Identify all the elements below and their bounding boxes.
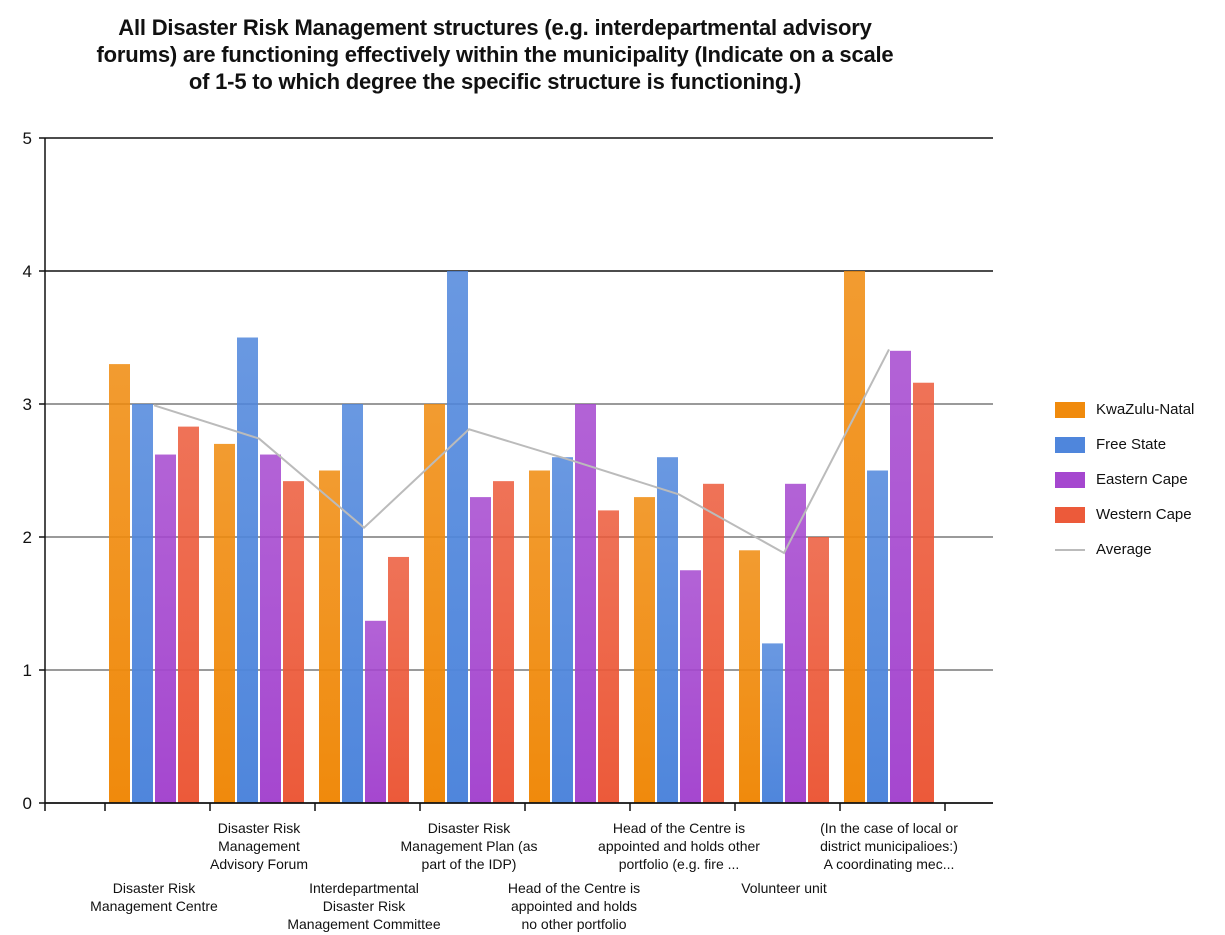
bar-kwazulu-natal-0 <box>109 364 130 803</box>
bar-western-cape-0 <box>178 426 199 803</box>
chart-title-line-1: All Disaster Risk Management structures … <box>118 15 872 40</box>
y-tick-label: 1 <box>23 661 32 680</box>
legend-label: KwaZulu-Natal <box>1096 401 1195 418</box>
bar-western-cape-2 <box>388 556 409 803</box>
bar-kwazulu-natal-3 <box>424 404 445 803</box>
x-category-label: A coordinating mec... <box>824 856 955 872</box>
x-category-label: portfolio (e.g. fire ... <box>619 856 740 872</box>
bar-eastern-cape-4 <box>575 404 596 803</box>
x-category-label: Disaster Risk <box>323 898 406 914</box>
legend-label: Eastern Cape <box>1096 471 1188 488</box>
x-category-label: Head of the Centre is <box>613 820 745 836</box>
bar-kwazulu-natal-6 <box>739 550 760 803</box>
x-category-label: Advisory Forum <box>210 856 308 872</box>
bar-free-state-7 <box>867 470 888 803</box>
chart-title-line-2: forums) are functioning effectively with… <box>96 42 894 67</box>
bar-free-state-1 <box>237 337 258 803</box>
bar-kwazulu-natal-5 <box>634 497 655 803</box>
bar-eastern-cape-5 <box>680 570 701 803</box>
legend-label: Average <box>1096 541 1152 558</box>
x-category-label: Management Centre <box>90 898 218 914</box>
bar-western-cape-1 <box>283 481 304 803</box>
legend-item-free-state: Free State <box>1055 427 1194 462</box>
x-category-label: Management Plan (as <box>401 838 538 854</box>
x-category-label: appointed and holds other <box>598 838 760 854</box>
bar-free-state-0 <box>132 404 153 803</box>
bar-western-cape-6 <box>808 537 829 803</box>
y-tick-label: 2 <box>23 528 32 547</box>
bar-eastern-cape-0 <box>155 454 176 803</box>
bar-eastern-cape-3 <box>470 497 491 803</box>
bar-free-state-2 <box>342 404 363 803</box>
x-category-label: Management Committee <box>287 916 441 932</box>
bar-western-cape-3 <box>493 481 514 803</box>
x-category-label: (In the case of local or <box>820 820 958 836</box>
legend-label: Free State <box>1096 436 1167 453</box>
x-category-label: Head of the Centre is <box>508 880 640 896</box>
y-tick-label: 0 <box>23 794 32 813</box>
y-tick-label: 3 <box>23 395 32 414</box>
x-category-label: no other portfolio <box>521 916 626 932</box>
x-category-label: Volunteer unit <box>741 880 827 896</box>
x-category-label: Management <box>218 838 300 854</box>
x-category-label: district municipalioes:) <box>820 838 958 854</box>
chart-title-line-3: of 1-5 to which degree the specific stru… <box>188 69 802 94</box>
legend-swatch <box>1055 471 1085 488</box>
y-tick-label: 5 <box>23 129 32 148</box>
chart-legend: KwaZulu-Natal Free State Eastern Cape Weste… <box>1055 392 1194 567</box>
chart-title: All Disaster Risk Management structures … <box>30 14 960 95</box>
x-category-label: Disaster Risk <box>428 820 511 836</box>
legend-item-kwazulu-natal: KwaZulu-Natal <box>1055 392 1194 427</box>
bar-western-cape-5 <box>703 483 724 803</box>
legend-label: Western Cape <box>1096 506 1192 523</box>
bar-kwazulu-natal-7 <box>844 271 865 803</box>
bar-western-cape-4 <box>598 510 619 803</box>
bar-eastern-cape-1 <box>260 454 281 803</box>
legend-swatch <box>1055 506 1085 523</box>
y-tick-label: 4 <box>23 262 32 281</box>
bar-kwazulu-natal-4 <box>529 470 550 803</box>
legend-item-eastern-cape: Eastern Cape <box>1055 462 1194 497</box>
average-line <box>153 349 890 555</box>
bar-eastern-cape-6 <box>785 483 806 803</box>
bar-free-state-4 <box>552 457 573 803</box>
legend-swatch <box>1055 436 1085 453</box>
legend-swatch <box>1055 548 1085 551</box>
x-category-label: part of the IDP) <box>422 856 517 872</box>
x-category-label: Interdepartmental <box>309 880 419 896</box>
legend-item-western-cape: Western Cape <box>1055 497 1194 532</box>
legend-swatch <box>1055 401 1085 418</box>
bar-kwazulu-natal-1 <box>214 443 235 803</box>
bar-western-cape-7 <box>913 382 934 803</box>
bar-kwazulu-natal-2 <box>319 470 340 803</box>
x-category-label: Disaster Risk <box>113 880 196 896</box>
x-category-label: appointed and holds <box>511 898 637 914</box>
bar-free-state-6 <box>762 643 783 803</box>
bar-eastern-cape-2 <box>365 620 386 803</box>
bar-eastern-cape-7 <box>890 350 911 803</box>
bar-free-state-3 <box>447 271 468 803</box>
x-category-label: Disaster Risk <box>218 820 301 836</box>
bar-free-state-5 <box>657 457 678 803</box>
legend-item-average: Average <box>1055 532 1194 567</box>
